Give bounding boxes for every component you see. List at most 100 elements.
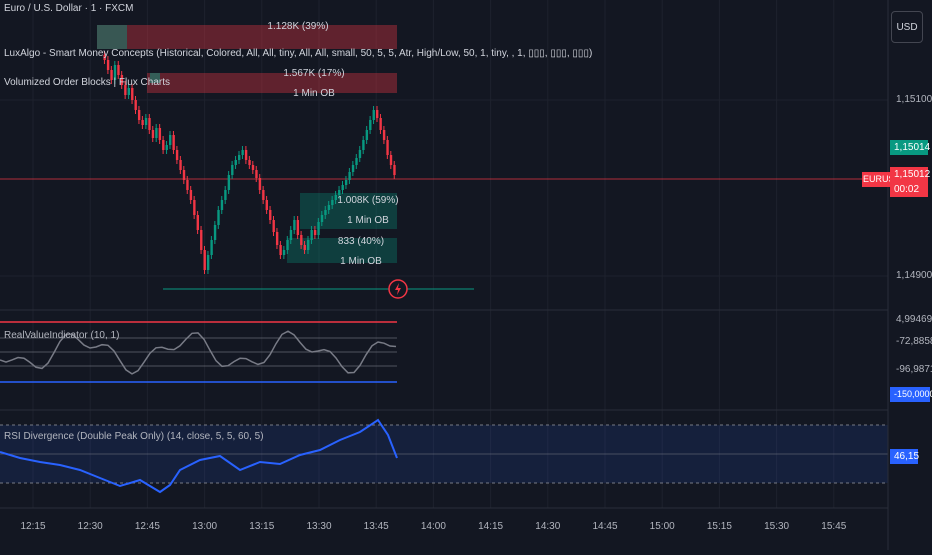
time-axis-label: 13:45 — [363, 521, 389, 532]
time-axis-label: 15:00 — [649, 521, 675, 532]
time-axis-label: 13:30 — [306, 521, 332, 532]
candle — [127, 88, 130, 95]
symbol-legend[interactable]: Euro / U.S. Dollar · 1 · FXCM — [4, 3, 134, 14]
candle — [158, 128, 162, 140]
candle — [196, 215, 199, 230]
ob-label-timeframe: 1 Min OB — [347, 215, 389, 226]
candle — [137, 110, 141, 120]
candle — [220, 200, 224, 210]
candle — [365, 130, 369, 140]
candle — [155, 128, 158, 138]
time-axis-label: 15:30 — [764, 521, 790, 532]
candle — [282, 250, 286, 255]
candle — [327, 205, 331, 210]
candle — [103, 55, 106, 60]
candle — [203, 250, 206, 270]
candle — [265, 200, 268, 210]
candle — [289, 230, 293, 240]
candle — [213, 225, 217, 240]
grid — [0, 0, 888, 508]
rvi-axis-label: 4,99469 — [896, 314, 932, 325]
candle — [338, 190, 341, 195]
candle — [217, 210, 220, 225]
candle — [279, 245, 282, 255]
smc-legend[interactable]: LuxAlgo - Smart Money Concepts (Historic… — [4, 48, 593, 59]
time-axis-label: 12:15 — [20, 521, 46, 532]
candle — [355, 158, 358, 165]
candle — [110, 70, 113, 80]
rvi-value-tag: -150,00000 — [890, 387, 932, 402]
candle — [113, 65, 117, 80]
rvi-line — [0, 330, 397, 375]
bid-price-tag: 1,15014 — [890, 140, 930, 155]
bearish-ob-zone-1 — [97, 25, 397, 49]
candle — [131, 88, 134, 100]
candle — [351, 165, 355, 172]
candle — [134, 100, 137, 110]
candle — [275, 232, 279, 245]
ob-label-volume: 833 (40%) — [337, 236, 385, 247]
candle — [293, 220, 296, 230]
candle — [393, 165, 396, 175]
time-axis-label: 14:30 — [535, 521, 561, 532]
candle — [286, 240, 289, 250]
candle — [310, 230, 313, 240]
bearish-ob-zone-2 — [147, 73, 397, 93]
candle — [148, 118, 151, 130]
candle — [248, 160, 251, 165]
time-axis-label: 13:15 — [249, 521, 275, 532]
ob-label-volume: 1.008K (59%) — [337, 195, 399, 206]
vob-legend[interactable]: Volumized Order Blocks | Flux Charts — [4, 77, 170, 88]
order-blocks — [97, 25, 397, 263]
time-axis-label: 12:45 — [134, 521, 160, 532]
candle — [348, 172, 351, 180]
candle — [379, 118, 382, 130]
countdown-tag: 00:02 — [890, 182, 928, 197]
candle — [193, 200, 196, 215]
candle — [210, 240, 213, 255]
candle — [269, 210, 272, 220]
candle — [372, 110, 375, 120]
candle — [141, 120, 144, 125]
time-axis-label: 13:00 — [192, 521, 218, 532]
candle — [151, 130, 155, 138]
candle — [300, 235, 303, 245]
rvi-axis-label: -96,98716 — [896, 364, 932, 375]
candle — [165, 145, 168, 150]
ob-label-volume: 1.567K (17%) — [283, 68, 345, 79]
time-axis-label: 15:15 — [706, 521, 732, 532]
candle — [169, 135, 172, 145]
rvi-legend[interactable]: RealValueIndicator (10, 1) — [4, 330, 120, 341]
candle — [227, 175, 231, 190]
candle — [162, 140, 165, 150]
candle — [317, 222, 320, 235]
rsi-legend[interactable]: RSI Divergence (Double Peak Only) (14, c… — [4, 431, 264, 442]
price-axis-label: 1,14900 — [896, 270, 932, 281]
candle — [382, 130, 386, 140]
time-axis-label: 14:00 — [420, 521, 446, 532]
time-axis-label: 14:15 — [478, 521, 504, 532]
candle — [200, 230, 203, 250]
candle — [251, 165, 255, 170]
candles — [103, 51, 396, 274]
ob-label-timeframe: 1 Min OB — [293, 88, 335, 99]
candle — [224, 190, 227, 200]
ob-label-volume: 1.128K (39%) — [267, 21, 329, 32]
candle — [120, 75, 124, 85]
candle — [234, 160, 237, 165]
candle — [182, 170, 186, 180]
candle — [262, 190, 265, 200]
candle — [331, 200, 334, 205]
candle — [307, 240, 310, 250]
currency-button[interactable]: USD — [891, 11, 923, 43]
candle — [272, 220, 275, 232]
candle — [144, 118, 148, 125]
candle — [258, 178, 262, 190]
candle — [231, 165, 234, 175]
candle — [362, 140, 365, 150]
ob-label-timeframe: 1 Min OB — [340, 256, 382, 267]
candle — [206, 255, 210, 270]
candle — [179, 160, 182, 170]
